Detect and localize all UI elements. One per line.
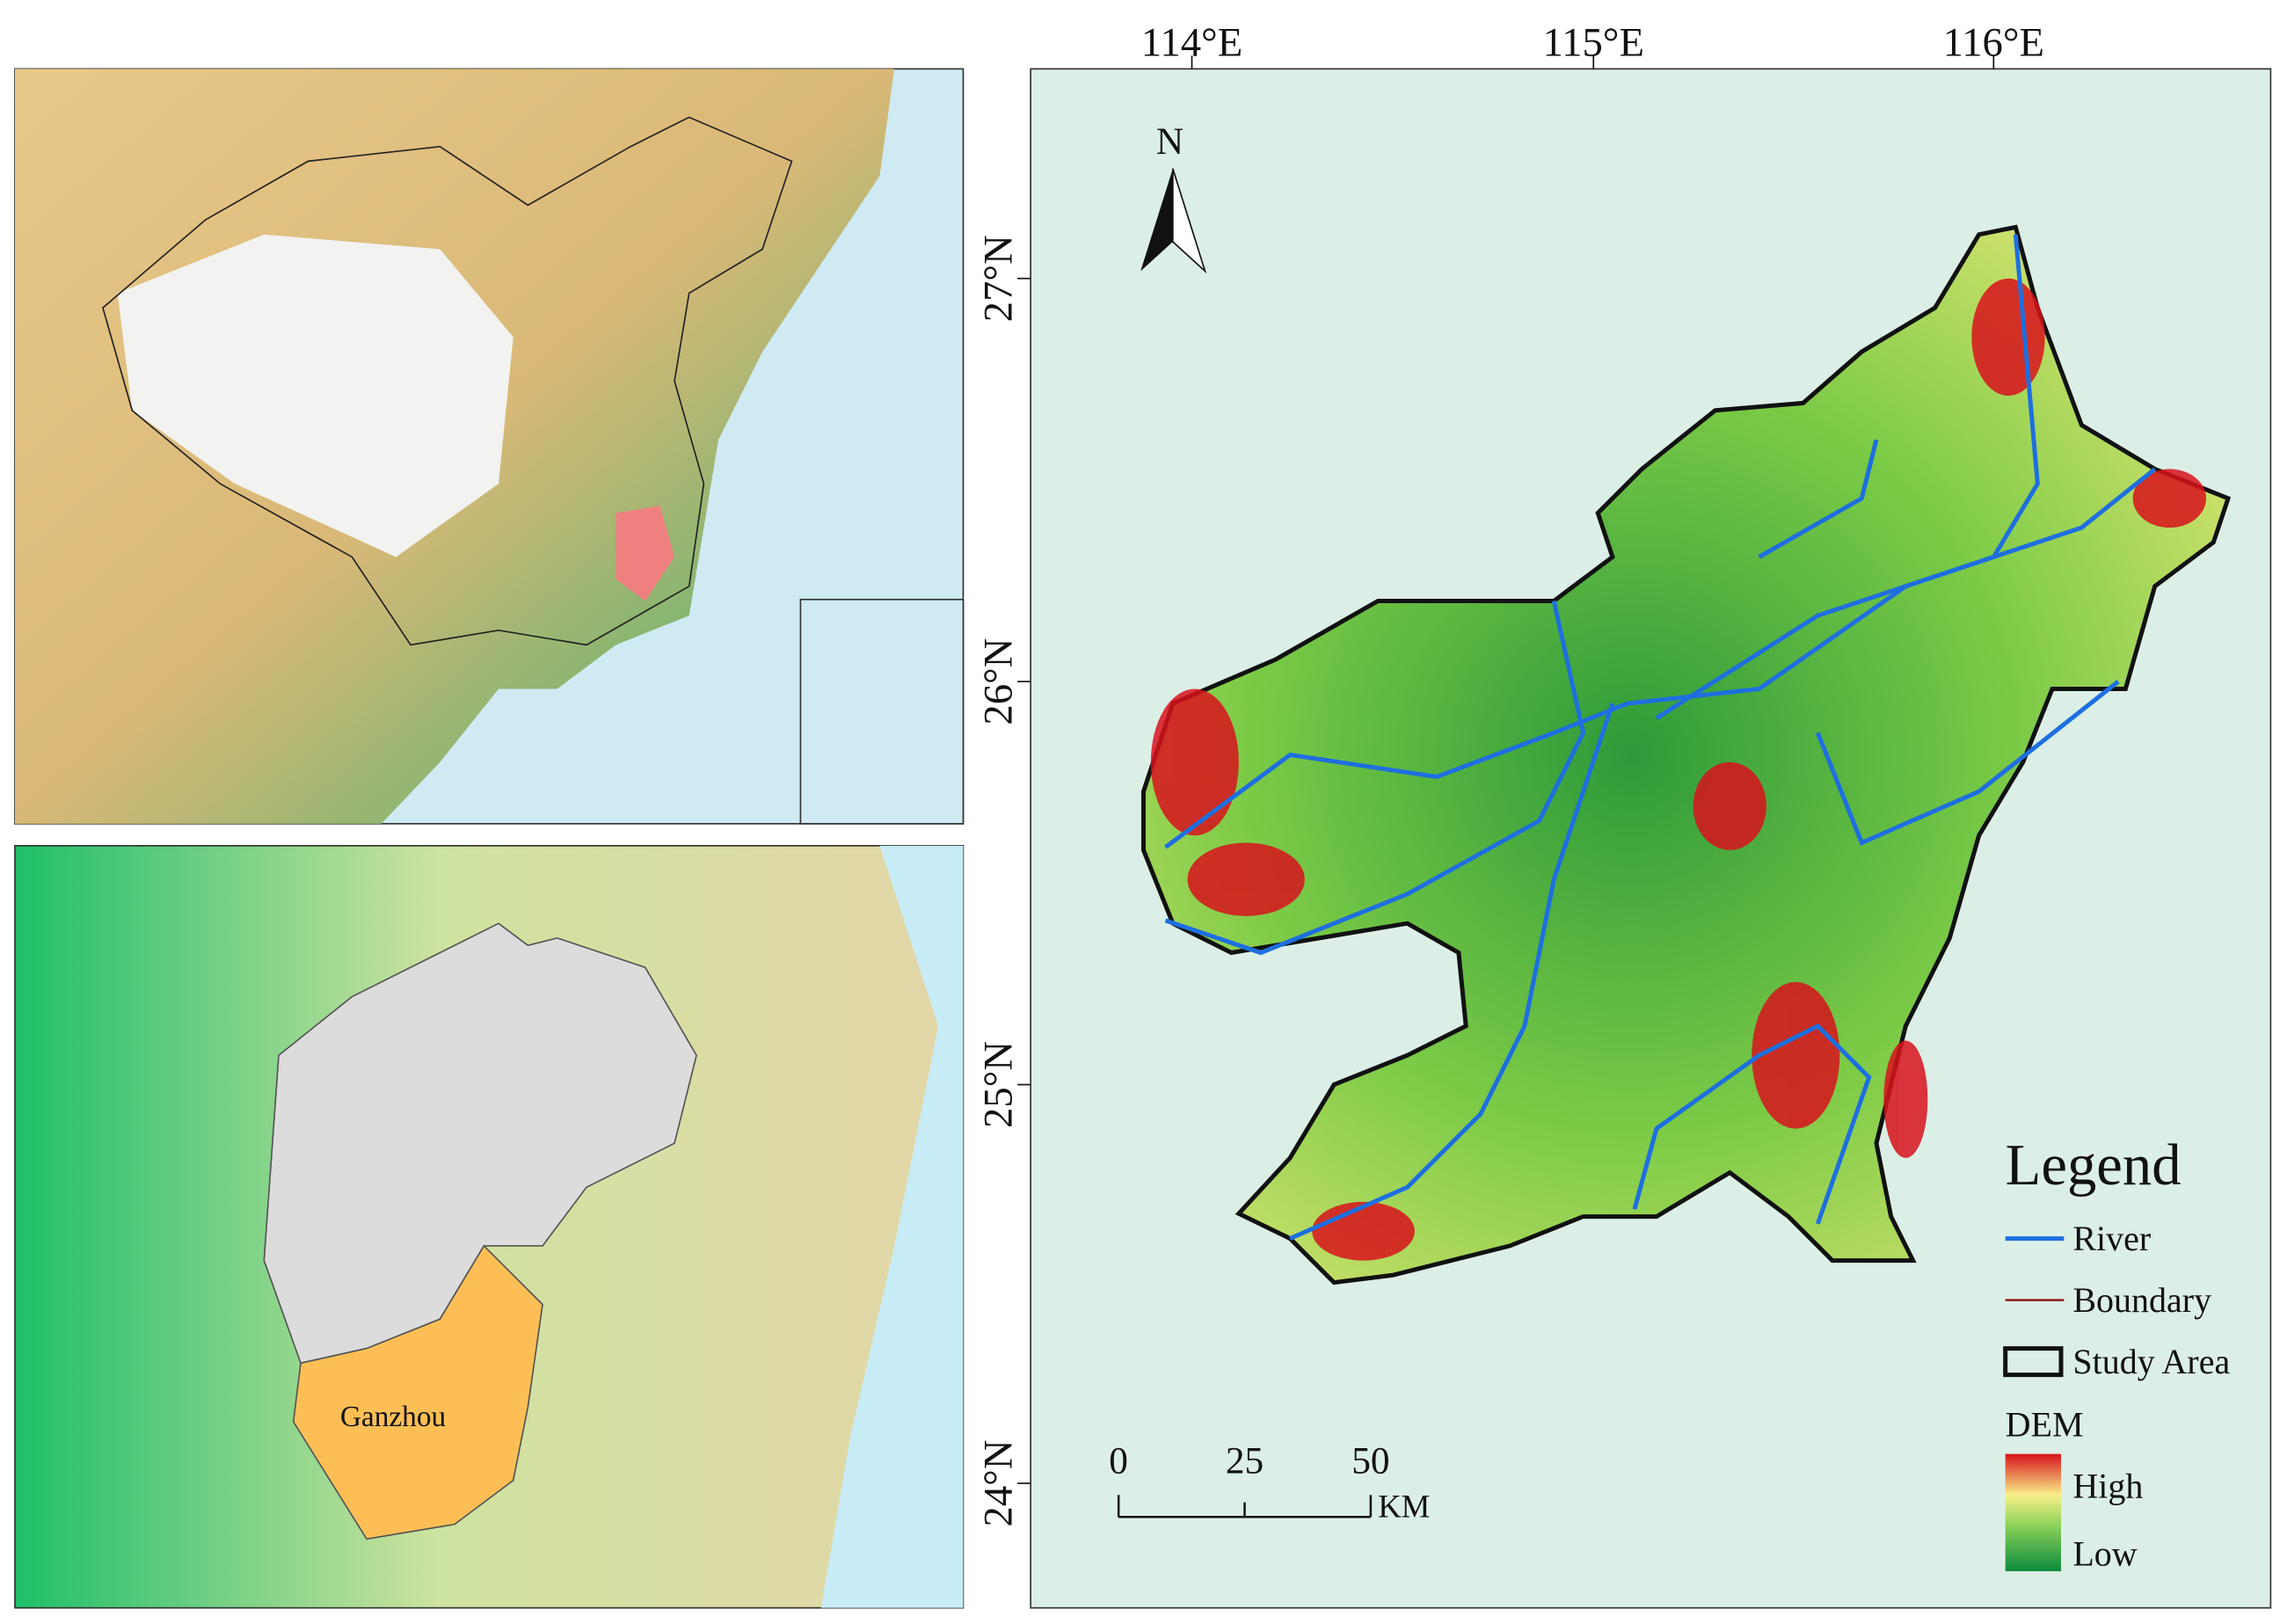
overview-map xyxy=(14,68,965,825)
legend-title: Legend xyxy=(2006,1133,2181,1198)
latitude-label: 24°N xyxy=(975,1439,1021,1526)
study-area-map: 114°E 115°E 116°E 27°N 26°N 25°N 24°N N … xyxy=(975,19,2272,1609)
longitude-label: 116°E xyxy=(1943,19,2044,65)
latitude-label: 26°N xyxy=(975,638,1021,725)
north-label: N xyxy=(1156,120,1184,163)
legend-item: River xyxy=(2072,1219,2151,1258)
legend-item: Boundary xyxy=(2072,1280,2211,1320)
legend-high: High xyxy=(2072,1467,2143,1506)
scale-unit: KM xyxy=(1378,1488,1430,1524)
region-label: Ganzhou xyxy=(340,1401,447,1433)
regional-map: Ganzhou xyxy=(14,845,965,1609)
longitude-label: 115°E xyxy=(1543,19,1644,65)
legend-low: Low xyxy=(2072,1533,2137,1573)
legend-item: Study Area xyxy=(2072,1342,2230,1381)
scale-bar xyxy=(1117,1495,1373,1518)
legend-dem-title: DEM xyxy=(2006,1405,2084,1445)
legend: Legend River Boundary Study Area DEM Hig… xyxy=(2003,1133,2230,1573)
latitude-label: 25°N xyxy=(975,1041,1021,1128)
scale-label: 25 xyxy=(1226,1439,1264,1482)
scale-label: 50 xyxy=(1351,1439,1389,1482)
latitude-label: 27°N xyxy=(975,235,1021,322)
longitude-label: 114°E xyxy=(1141,19,1242,65)
scale-label: 0 xyxy=(1109,1439,1128,1482)
north-arrow: N xyxy=(1140,120,1207,274)
